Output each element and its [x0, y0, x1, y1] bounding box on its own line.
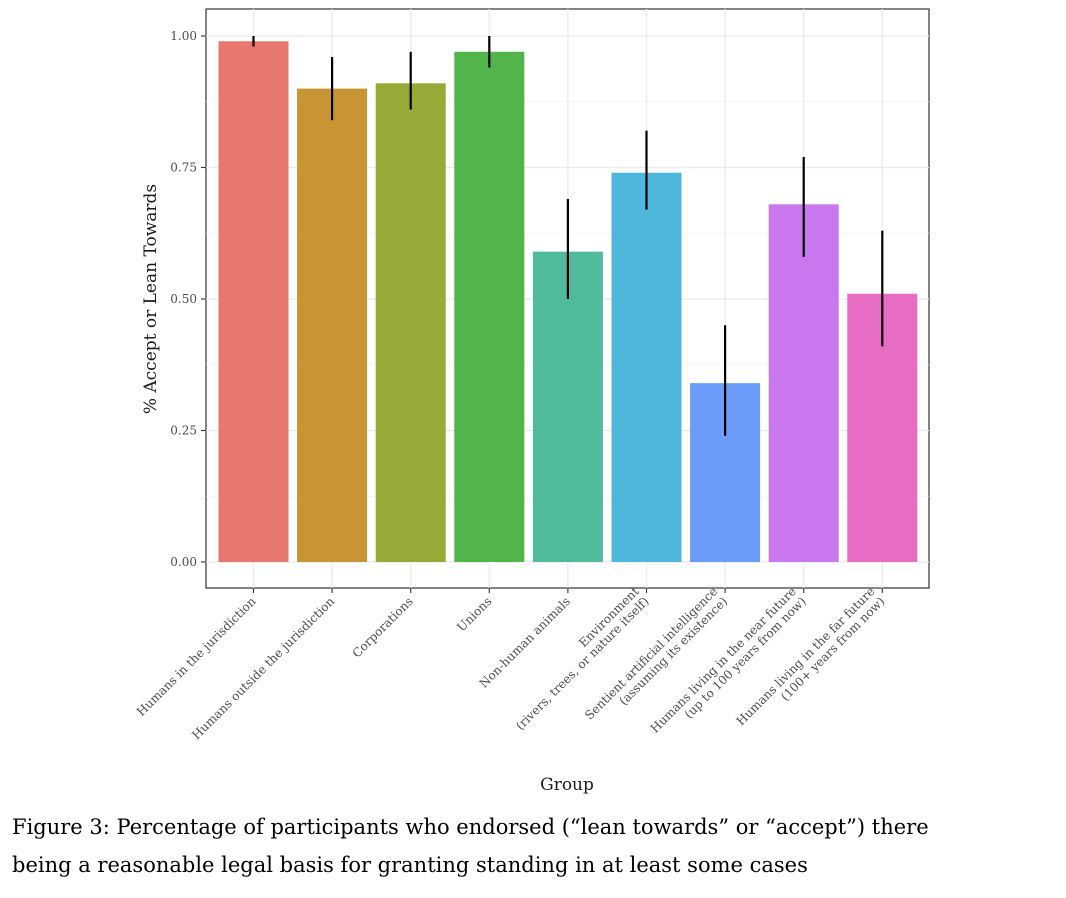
y-tick-label: 1.00: [170, 29, 197, 43]
bar: [768, 204, 839, 562]
bar-chart: 0.00 0.25 0.50 0.75 1.00 Humans in the juris…: [134, 8, 930, 795]
bar: [532, 251, 603, 562]
y-axis-ticks: 0.00 0.25 0.50 0.75 1.00: [170, 29, 206, 569]
bar: [218, 41, 289, 562]
figure-caption: Figure 3: Percentage of participants who…: [12, 808, 1057, 884]
bar: [297, 88, 368, 562]
x-tick-label: Humans living in the far future(100+ yea…: [734, 584, 888, 728]
error-bars: [252, 36, 884, 436]
x-tick-label: Sentient artificial intelligence(assumin…: [582, 584, 730, 722]
x-tick-label-line: Corporations: [350, 594, 416, 660]
x-tick-label: Humans outside the jurisdiction: [189, 594, 337, 742]
y-tick-label: 0.00: [170, 555, 197, 569]
y-tick-label: 0.25: [170, 424, 197, 438]
y-tick-label: 0.75: [170, 161, 197, 175]
y-axis-title: % Accept or Lean Towards: [141, 184, 161, 414]
bar: [454, 51, 525, 562]
bar: [611, 172, 682, 562]
x-axis-title: Group: [540, 775, 594, 795]
bar: [375, 83, 446, 562]
y-tick-label: 0.50: [170, 292, 197, 306]
x-tick-label: Environment(rivers, trees, or nature its…: [513, 584, 652, 733]
caption-line-2: being a reasonable legal basis for grant…: [12, 853, 808, 877]
x-tick-label: Unions: [454, 594, 494, 634]
x-tick-label-line: Humans outside the jurisdiction: [189, 594, 337, 742]
x-tick-label-line: Unions: [454, 594, 494, 634]
x-tick-label: Corporations: [350, 594, 416, 660]
x-tick-label: Humans living in the near future(up to 1…: [648, 584, 809, 735]
caption-line-1: Figure 3: Percentage of participants who…: [12, 815, 929, 839]
bars: [218, 41, 918, 562]
